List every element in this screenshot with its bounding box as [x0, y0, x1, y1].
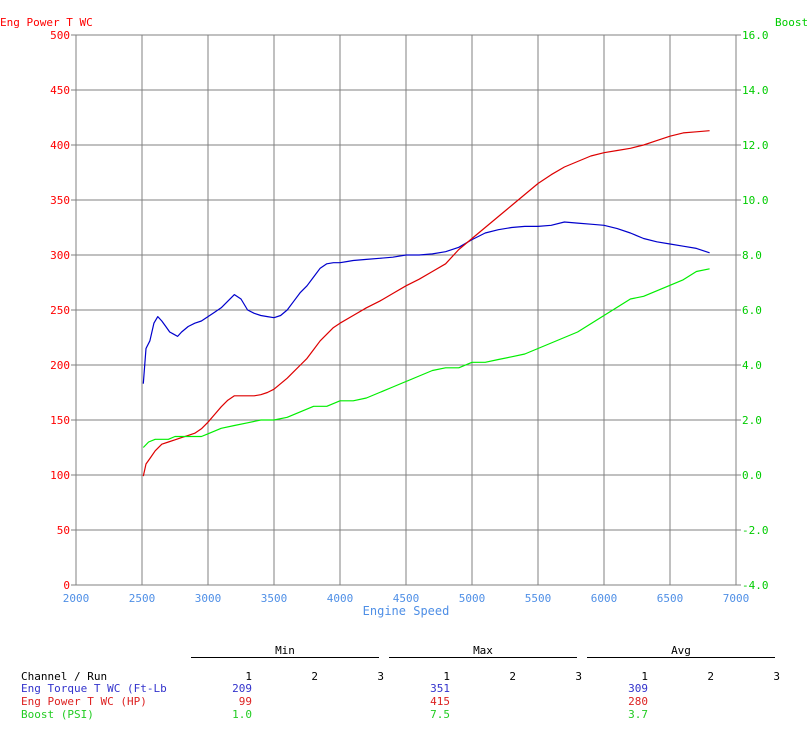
tick-labels: 2000 2500 3000 3500 4000 4500 5000 5500 6000 6500…: [50, 29, 768, 605]
stats-row-label: Eng Power T WC (HP): [21, 695, 147, 708]
left-tick-label: 450: [50, 84, 70, 97]
stats-value-min: 1.0: [232, 708, 252, 721]
series-line-eng-torque-t-wc-ft-lb: [142, 221, 710, 384]
stats-run-number: 2: [311, 670, 318, 683]
series-layer: [142, 130, 710, 477]
series-line-eng-power-t-wc-hp: [142, 130, 710, 477]
left-tick-label: 400: [50, 139, 70, 152]
stats-run-number: 3: [773, 670, 780, 683]
grid-lines: [71, 34, 741, 586]
right-tick-label: -2.0: [742, 524, 769, 537]
x-tick-label: 6000: [591, 592, 618, 605]
series-line-boost-psi: [142, 268, 710, 448]
stats-run-number: 1: [641, 670, 648, 683]
x-tick-label: 6500: [657, 592, 684, 605]
stats-value-avg: 3.7: [628, 708, 648, 721]
right-tick-label: 16.0: [742, 29, 769, 42]
right-tick-label: 8.0: [742, 249, 762, 262]
left-tick-label: 300: [50, 249, 70, 262]
right-tick-label: 14.0: [742, 84, 769, 97]
stats-row-label: Boost (PSI): [21, 708, 94, 721]
x-tick-label: 2000: [63, 592, 90, 605]
right-tick-label: 10.0: [742, 194, 769, 207]
stats-run-number: 3: [575, 670, 582, 683]
x-tick-label: 3000: [195, 592, 222, 605]
stats-value-max: 7.5: [430, 708, 450, 721]
stats-run-number: 2: [509, 670, 516, 683]
x-tick-label: 3500: [261, 592, 288, 605]
stats-value-avg: 280: [628, 695, 648, 708]
x-tick-label: 7000: [723, 592, 750, 605]
x-tick-label: 4000: [327, 592, 354, 605]
dyno-chart: 2000 2500 3000 3500 4000 4500 5000 5500 6000 6500…: [0, 16, 807, 618]
x-tick-label: 5000: [459, 592, 486, 605]
left-tick-label: 0: [63, 579, 70, 592]
stats-run-number: 3: [377, 670, 384, 683]
left-axis-title: Eng Power T WC: [0, 16, 93, 29]
right-tick-label: 4.0: [742, 359, 762, 372]
right-tick-label: 0.0: [742, 469, 762, 482]
stats-row-label: Eng Torque T WC (Ft-Lb: [21, 682, 167, 695]
x-axis-title: Engine Speed: [363, 604, 450, 618]
stats-group-header: Min: [275, 644, 295, 657]
stats-run-number: 1: [443, 670, 450, 683]
x-tick-label: 5500: [525, 592, 552, 605]
stats-group-underline: [191, 657, 379, 658]
left-tick-label: 100: [50, 469, 70, 482]
stats-value-min: 209: [232, 682, 252, 695]
stats-value-avg: 309: [628, 682, 648, 695]
right-axis-title: Boost: [775, 16, 807, 29]
stats-group-header: Avg: [671, 644, 691, 657]
right-tick-label: 6.0: [742, 304, 762, 317]
stats-group-underline: [587, 657, 775, 658]
left-tick-label: 250: [50, 304, 70, 317]
stats-group-underline: [389, 657, 577, 658]
x-tick-label: 4500: [393, 592, 420, 605]
right-tick-label: 2.0: [742, 414, 762, 427]
left-tick-label: 150: [50, 414, 70, 427]
stats-table: Min 1 2 3 Max 1 2 3 Avg 1 2 3 Channel / Run Eng Torqu…: [0, 640, 807, 740]
left-tick-label: 50: [57, 524, 70, 537]
right-tick-label: 12.0: [742, 139, 769, 152]
stats-header-label: Channel / Run: [21, 670, 108, 683]
stats-value-max: 351: [430, 682, 450, 695]
stats-run-number: 1: [245, 670, 252, 683]
left-tick-label: 350: [50, 194, 70, 207]
right-tick-label: -4.0: [742, 579, 769, 592]
x-tick-label: 2500: [129, 592, 156, 605]
left-tick-label: 200: [50, 359, 70, 372]
stats-run-number: 2: [707, 670, 714, 683]
stats-value-max: 415: [430, 695, 450, 708]
left-tick-label: 500: [50, 29, 70, 42]
stats-group-header: Max: [473, 644, 493, 657]
stats-value-min: 99: [238, 695, 252, 708]
